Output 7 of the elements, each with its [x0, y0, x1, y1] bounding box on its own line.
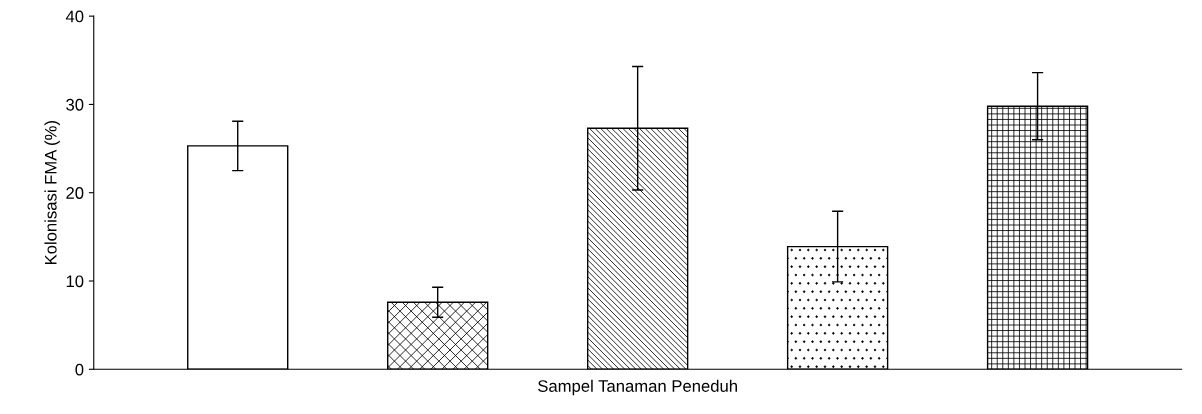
y-tick-label: 30	[66, 98, 84, 111]
y-tick-label: 10	[66, 275, 84, 288]
x-axis-title: Sampel Tanaman Peneduh	[538, 379, 737, 396]
y-tick-label: 0	[75, 363, 84, 376]
y-tick-label: 20	[66, 187, 84, 199]
y-axis-title: Kolonisasi FMA (%)	[44, 121, 60, 265]
y-tick-label: 40	[65, 10, 84, 23]
